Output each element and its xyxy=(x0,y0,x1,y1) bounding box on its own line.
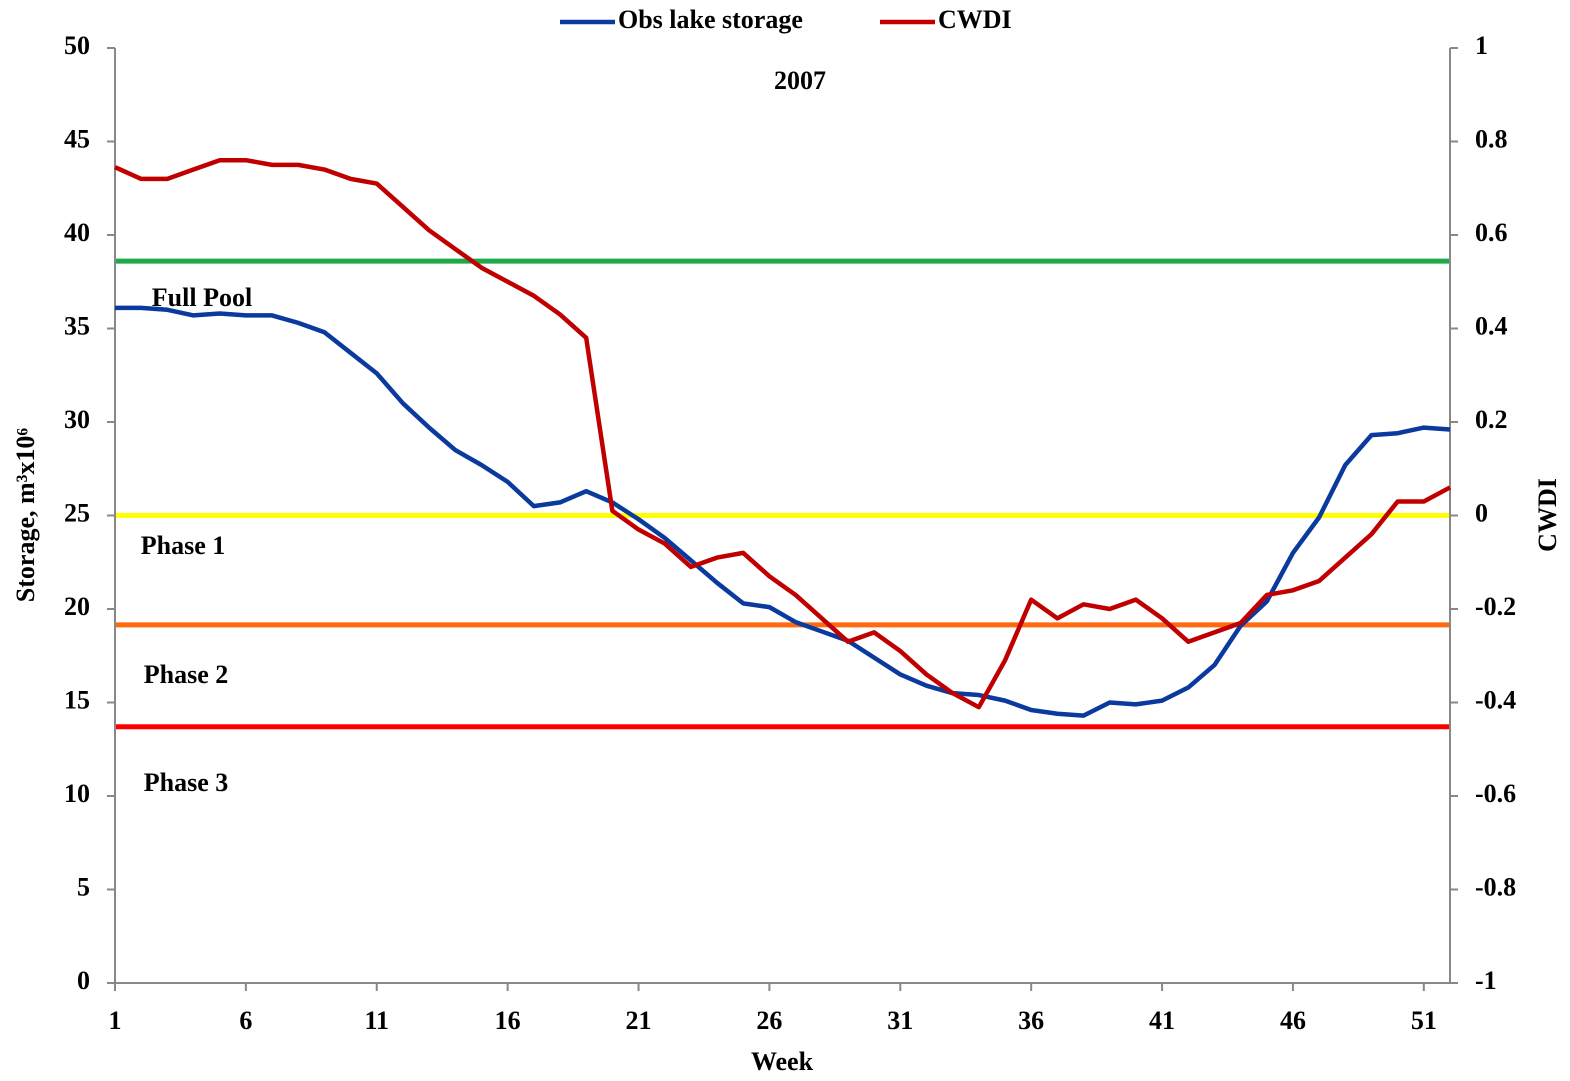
annotation: Phase 3 xyxy=(144,768,229,797)
x-tick-label: 11 xyxy=(364,1006,389,1035)
y-tick-label: 15 xyxy=(64,685,90,714)
y-tick-label: 50 xyxy=(64,31,90,60)
y2-tick-label: 0.8 xyxy=(1475,124,1508,153)
x-tick-label: 46 xyxy=(1280,1006,1306,1035)
y2-tick-label: -1 xyxy=(1475,966,1497,995)
chart-title: 2007 xyxy=(774,66,826,95)
x-axis-label: Week xyxy=(751,1047,814,1076)
series-line xyxy=(115,305,1451,718)
y2-tick-label: -0.6 xyxy=(1475,779,1516,808)
x-tick-label: 21 xyxy=(626,1006,652,1035)
y-tick-label: 30 xyxy=(64,405,90,434)
y2-tick-label: 0.4 xyxy=(1475,311,1508,340)
y-tick-label: 20 xyxy=(64,592,90,621)
x-tick-label: 26 xyxy=(756,1006,782,1035)
y-tick-label: 0 xyxy=(77,966,90,995)
annotation: Phase 1 xyxy=(141,531,226,560)
y2-tick-label: 0.2 xyxy=(1475,405,1508,434)
y-axis-label: Storage, m³x10⁶ xyxy=(11,428,40,603)
y-tick-label: 10 xyxy=(64,779,90,808)
y-tick-label: 35 xyxy=(64,311,90,340)
x-tick-label: 36 xyxy=(1018,1006,1044,1035)
legend-label: Obs lake storage xyxy=(618,5,803,34)
y2-tick-label: 0 xyxy=(1475,498,1488,527)
x-tick-label: 6 xyxy=(239,1006,252,1035)
annotation: Full Pool xyxy=(152,283,252,312)
y-tick-label: 40 xyxy=(64,218,90,247)
x-tick-label: 51 xyxy=(1411,1006,1437,1035)
y-tick-label: 25 xyxy=(64,498,90,527)
y2-tick-label: 1 xyxy=(1475,31,1488,60)
x-tick-label: 16 xyxy=(495,1006,521,1035)
y2-axis-label: CWDI xyxy=(1533,478,1562,552)
y2-tick-label: -0.2 xyxy=(1475,592,1516,621)
legend-label: CWDI xyxy=(938,5,1012,34)
y-tick-label: 45 xyxy=(64,124,90,153)
x-tick-label: 1 xyxy=(109,1006,122,1035)
series-line xyxy=(114,157,1452,710)
annotation: Phase 2 xyxy=(144,660,229,689)
y2-tick-label: 0.6 xyxy=(1475,218,1508,247)
x-tick-label: 31 xyxy=(887,1006,913,1035)
y-tick-label: 5 xyxy=(77,872,90,901)
x-tick-label: 41 xyxy=(1149,1006,1175,1035)
y2-tick-label: -0.4 xyxy=(1475,685,1516,714)
y2-tick-label: -0.8 xyxy=(1475,872,1516,901)
